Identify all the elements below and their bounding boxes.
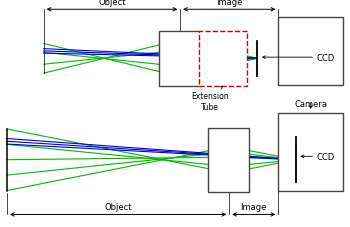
Text: CCD: CCD: [317, 53, 335, 62]
Text: Object: Object: [98, 0, 126, 7]
Text: Camera: Camera: [294, 100, 327, 109]
Text: CCD: CCD: [317, 152, 335, 161]
Bar: [278, 114, 343, 191]
Text: Extension
Tube: Extension Tube: [191, 92, 229, 111]
Text: Image: Image: [216, 0, 243, 7]
Bar: [199, 32, 247, 86]
Text: Image: Image: [240, 202, 267, 211]
Text: Object: Object: [104, 202, 132, 211]
Bar: [208, 128, 249, 192]
Bar: [159, 32, 199, 86]
Bar: [278, 18, 343, 85]
